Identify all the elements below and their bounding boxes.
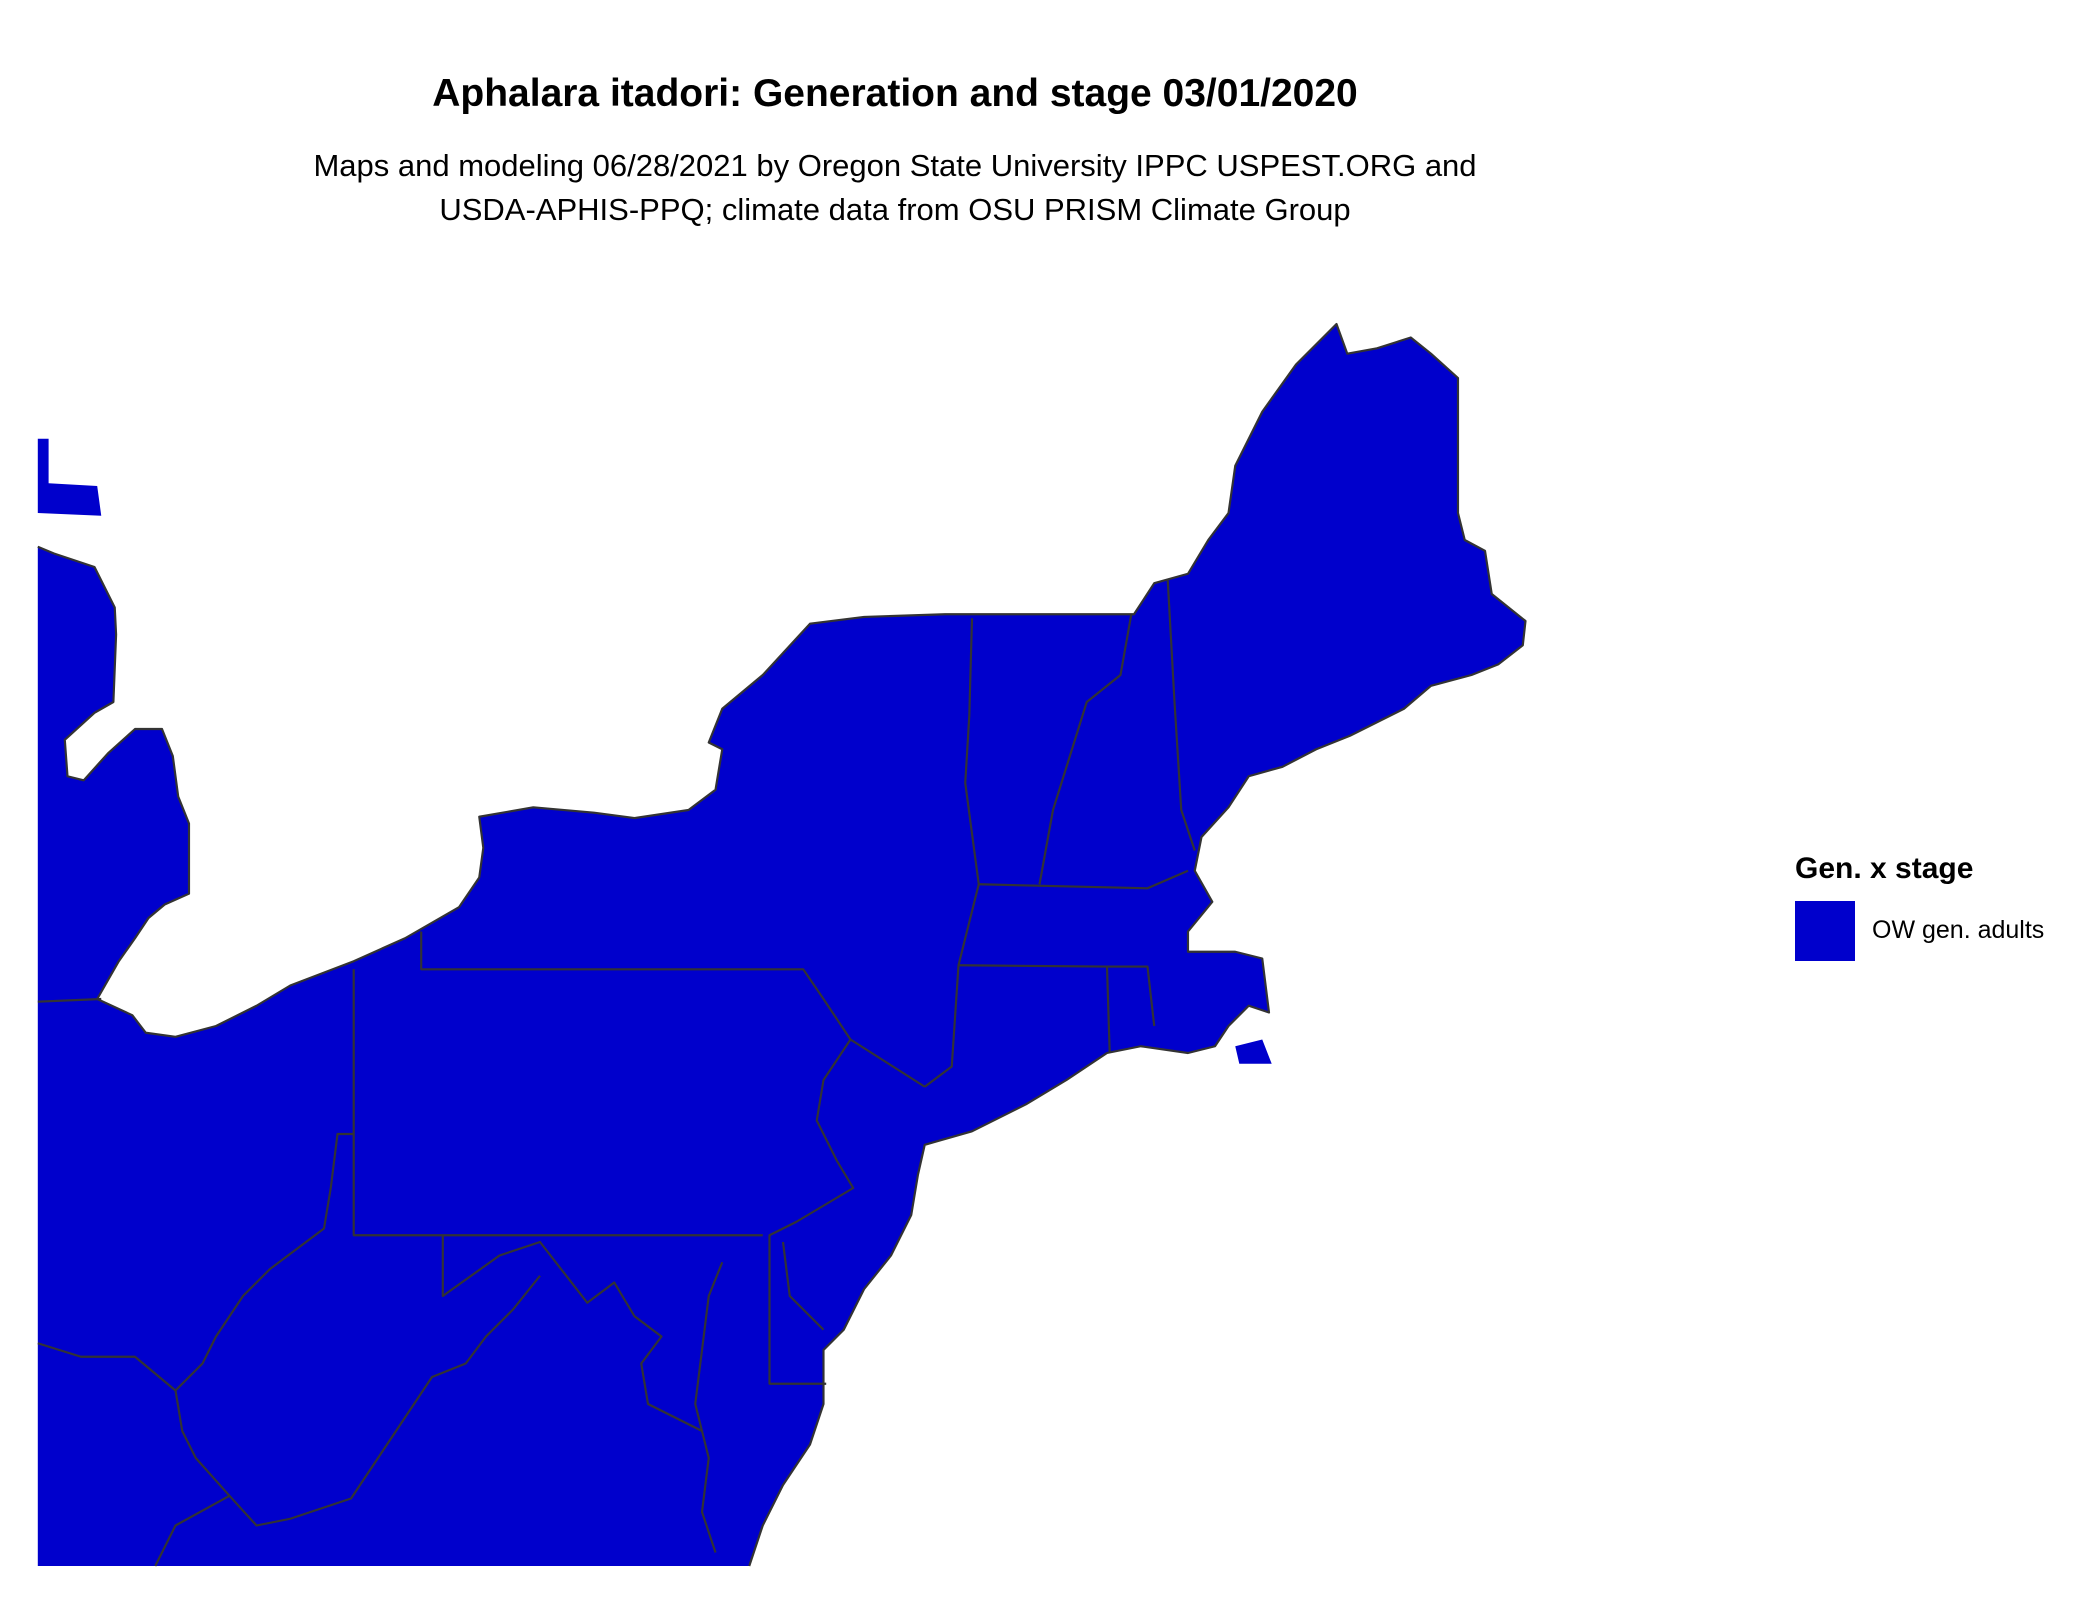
subtitle-line-2: USDA-APHIS-PPQ; climate data from OSU PR… (439, 192, 1351, 227)
subtitle-line-1: Maps and modeling 06/28/2021 by Oregon S… (313, 148, 1477, 183)
map-title: Aphalara itadori: Generation and stage 0… (432, 72, 1358, 115)
map-subtitle: Maps and modeling 06/28/2021 by Oregon S… (0, 144, 1790, 232)
legend-title: Gen. x stage (1795, 852, 1974, 885)
region-fill (37, 324, 1526, 1566)
legend-label-ow-gen-adults: OW gen. adults (1872, 916, 2045, 944)
state-borders (37, 322, 1527, 1567)
legend-swatch-ow-gen-adults (1795, 901, 1855, 961)
